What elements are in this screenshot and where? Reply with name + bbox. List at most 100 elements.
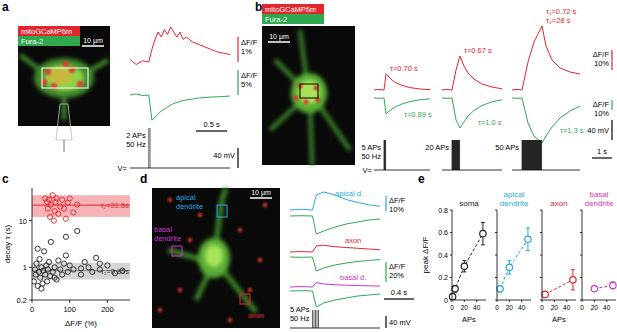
error-cap	[526, 228, 530, 229]
image-label-line: basal	[154, 225, 172, 234]
point	[35, 246, 40, 251]
point	[61, 261, 66, 266]
tick	[497, 300, 498, 302]
trace-label: basal d.	[340, 273, 366, 282]
point	[90, 269, 95, 274]
micrograph	[20, 55, 108, 120]
tick-label: 20	[551, 304, 559, 311]
point	[63, 234, 68, 239]
label: V=	[363, 166, 373, 175]
tick	[509, 300, 510, 302]
micrograph	[205, 245, 223, 267]
label: 50 Hz	[290, 314, 310, 323]
action-potential	[385, 140, 386, 170]
legend-entry: Fura-2	[21, 37, 43, 46]
label: 10 μm	[269, 33, 289, 41]
point	[48, 239, 53, 244]
label: 10 μm	[251, 189, 271, 197]
point	[452, 286, 458, 292]
label: 10%	[594, 109, 609, 118]
point	[75, 202, 80, 207]
micrograph	[158, 308, 162, 312]
trace	[512, 26, 580, 90]
scale-bar	[611, 120, 612, 140]
chart-title: soma	[459, 199, 479, 208]
action-potential	[318, 310, 319, 328]
action-potential	[452, 140, 453, 170]
micrograph	[298, 80, 320, 104]
tick-label: 40	[563, 304, 571, 311]
tick-label: 0.8	[438, 207, 448, 214]
action-potential	[317, 310, 318, 328]
scale-bar	[237, 70, 238, 95]
trace	[290, 257, 380, 271]
tick-label: 20	[461, 304, 469, 311]
point	[75, 228, 80, 233]
panel-label: d	[140, 172, 147, 186]
action-potential	[531, 140, 532, 170]
point	[32, 267, 37, 272]
point	[52, 275, 57, 280]
tick	[452, 300, 453, 302]
action-potential	[522, 140, 523, 170]
tick	[542, 300, 543, 302]
tick	[29, 267, 32, 268]
label: ΔF/F	[389, 262, 406, 271]
tick-label: 0	[444, 297, 448, 304]
point	[43, 272, 48, 277]
tick	[540, 255, 542, 256]
image-label: axon	[248, 311, 264, 320]
point	[63, 216, 68, 221]
scale-bar	[385, 196, 386, 211]
image-label-line: apical	[176, 193, 196, 202]
label: ΔF/F	[593, 100, 610, 109]
chart-title-line: apical	[504, 190, 525, 199]
scale-bar	[237, 148, 238, 168]
action-potential	[538, 140, 539, 170]
error-cap	[571, 269, 575, 270]
line	[500, 239, 528, 289]
label: 20%	[389, 271, 404, 280]
legend-entry: mitoGCaMP6m	[21, 27, 72, 36]
image-label: apicaldendrite	[176, 193, 203, 211]
trace	[290, 216, 380, 234]
micrograph	[178, 288, 182, 292]
error-cap	[507, 274, 511, 275]
action-potential	[524, 140, 525, 170]
tick	[450, 255, 452, 256]
trace-label: axon	[345, 236, 361, 245]
tick	[495, 210, 497, 211]
label: 50 Hz	[126, 140, 146, 149]
point	[461, 263, 467, 269]
chart-title-line: dendrite	[585, 199, 614, 208]
label: ΔF/F	[389, 196, 406, 205]
tick	[580, 255, 582, 256]
action-potential	[536, 140, 537, 170]
tick	[69, 300, 70, 303]
action-potential	[453, 140, 454, 170]
action-potential	[454, 140, 455, 170]
point	[610, 282, 616, 288]
action-potential	[535, 140, 536, 170]
action-potential	[148, 128, 149, 168]
trace-label: apical d.	[335, 189, 363, 198]
line	[453, 234, 483, 297]
action-potential	[526, 140, 527, 170]
action-potential	[540, 140, 541, 170]
action-potential	[455, 140, 456, 170]
tick	[580, 210, 582, 211]
tick-label: 0	[540, 304, 544, 311]
label: 5 APs	[290, 305, 310, 314]
voltage-baseline	[130, 168, 230, 169]
micrograph	[44, 65, 84, 91]
action-potential	[530, 140, 531, 170]
band	[32, 195, 130, 217]
action-potential	[530, 140, 531, 170]
action-potential	[528, 140, 529, 170]
point	[58, 267, 63, 272]
tau-label: τ=0.89 s	[404, 110, 432, 119]
label: 50 APs	[495, 143, 519, 152]
action-potential	[452, 140, 453, 170]
action-potential	[541, 140, 542, 170]
plot-area	[542, 270, 576, 298]
